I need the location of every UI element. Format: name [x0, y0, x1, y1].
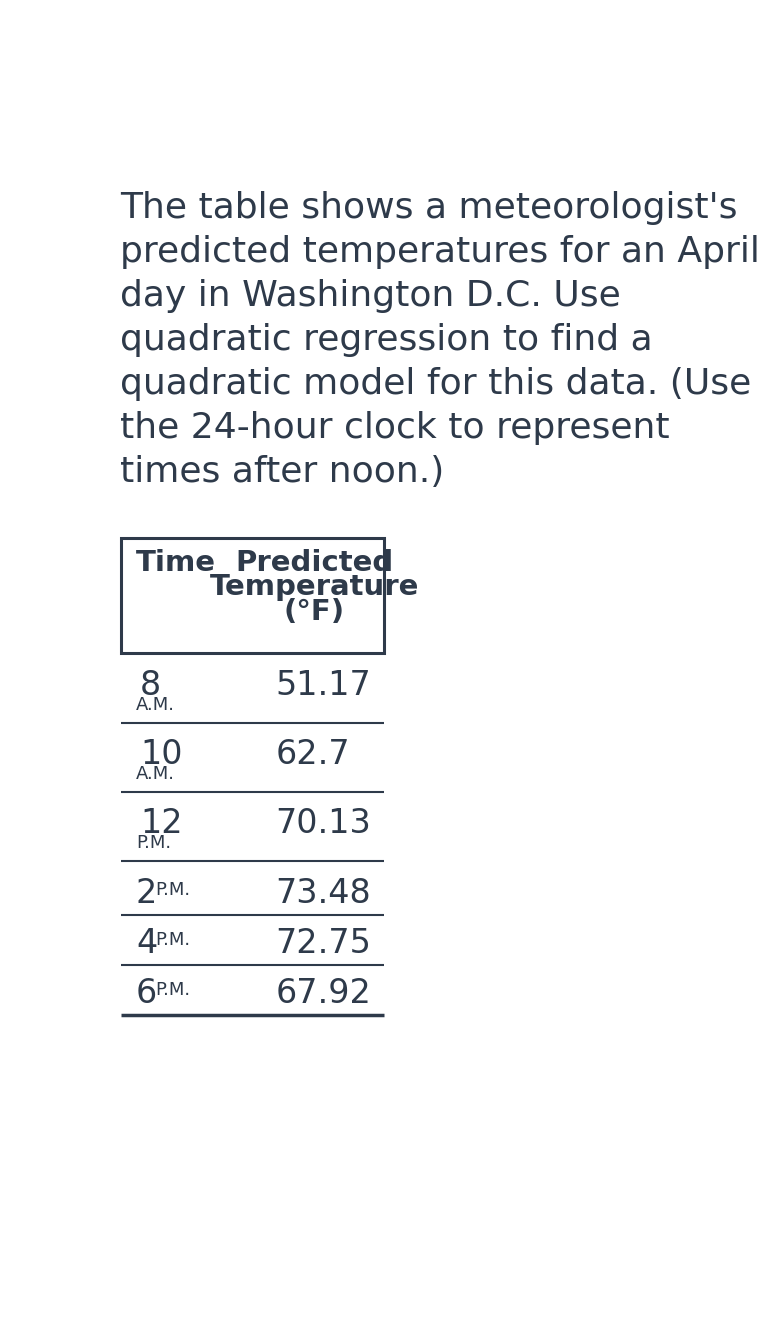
Text: 67.92: 67.92: [275, 977, 371, 1010]
Text: P.M.: P.M.: [156, 981, 191, 999]
Text: 62.7: 62.7: [275, 739, 350, 771]
Text: 51.17: 51.17: [275, 669, 371, 701]
Text: 8: 8: [140, 669, 161, 701]
Text: Predicted: Predicted: [235, 549, 394, 577]
Text: (°F): (°F): [284, 598, 345, 626]
Text: predicted temperatures for an April: predicted temperatures for an April: [121, 235, 760, 269]
Text: A.M.: A.M.: [136, 696, 175, 713]
Text: Time: Time: [136, 549, 216, 577]
Text: 2: 2: [136, 876, 157, 910]
Text: 73.48: 73.48: [275, 876, 371, 910]
Text: 12: 12: [140, 807, 183, 840]
Text: 72.75: 72.75: [275, 927, 371, 959]
Text: the 24-hour clock to represent: the 24-hour clock to represent: [121, 411, 670, 444]
Text: quadratic regression to find a: quadratic regression to find a: [121, 322, 653, 357]
Text: A.M.: A.M.: [136, 765, 175, 783]
Bar: [121, 538, 384, 653]
Text: day in Washington D.C. Use: day in Washington D.C. Use: [121, 280, 622, 313]
Text: The table shows a meteorologist's: The table shows a meteorologist's: [121, 191, 738, 225]
Text: 10: 10: [140, 739, 182, 771]
Text: 6: 6: [136, 977, 157, 1010]
Text: 70.13: 70.13: [275, 807, 371, 840]
Text: Temperature: Temperature: [209, 573, 419, 601]
Text: P.M.: P.M.: [136, 835, 171, 852]
Text: times after noon.): times after noon.): [121, 455, 445, 488]
Text: quadratic model for this data. (Use: quadratic model for this data. (Use: [121, 367, 752, 401]
Text: 4: 4: [136, 927, 157, 959]
Text: P.M.: P.M.: [156, 931, 191, 950]
Text: P.M.: P.M.: [156, 882, 191, 899]
